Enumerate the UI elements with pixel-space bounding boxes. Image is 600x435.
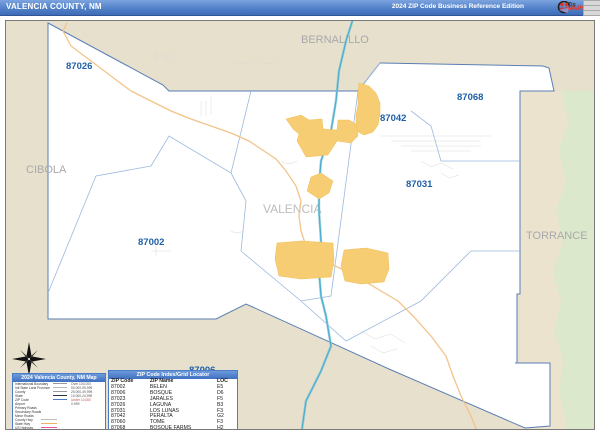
svg-text:CIBOLA: CIBOLA [26, 164, 67, 176]
svg-text:BERNALILLO: BERNALILLO [301, 34, 369, 46]
svg-text:TORRANCE: TORRANCE [526, 230, 588, 242]
svg-text:87026: 87026 [66, 61, 92, 72]
svg-text:87068: 87068 [457, 92, 483, 103]
svg-text:87042: 87042 [380, 113, 406, 124]
svg-text:87031: 87031 [406, 179, 433, 190]
svg-text:VALENCIA: VALENCIA [263, 202, 321, 216]
svg-text:87002: 87002 [138, 237, 164, 248]
